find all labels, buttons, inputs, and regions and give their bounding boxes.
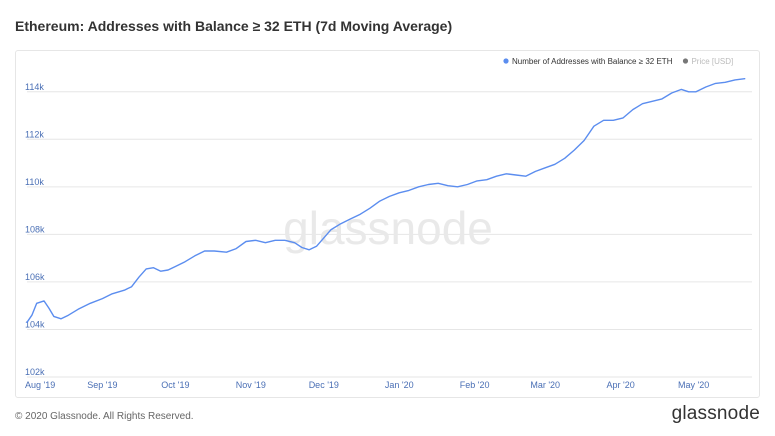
y-tick-label: 108k — [25, 224, 45, 234]
series-layer — [26, 78, 746, 323]
y-tick-label: 112k — [25, 129, 44, 139]
y-axis: 102k 104k 106k 108k 110k 112k 114k — [25, 82, 45, 377]
legend: Number of Addresses with Balance ≥ 32 ET… — [503, 57, 733, 66]
x-tick-label: Sep '19 — [87, 380, 117, 390]
x-tick-label: May '20 — [678, 380, 709, 390]
chart-panel — [15, 50, 760, 398]
legend-marker-1[interactable] — [682, 58, 689, 64]
y-tick-label: 110k — [25, 177, 44, 187]
x-tick-label: Jan '20 — [385, 380, 414, 390]
grid-lines — [27, 91, 752, 378]
glassnode-logo: glassnode — [671, 403, 760, 424]
x-tick-label: Dec '19 — [309, 380, 339, 390]
x-tick-label: Oct '19 — [161, 380, 189, 390]
x-tick-label: Apr '20 — [606, 380, 634, 390]
chart-title: Ethereum: Addresses with Balance ≥ 32 ET… — [15, 18, 453, 34]
x-tick-label: Nov '19 — [236, 380, 266, 390]
copyright-text: © 2020 Glassnode. All Rights Reserved. — [15, 411, 194, 422]
y-tick-label: 106k — [25, 272, 45, 282]
x-tick-label: Feb '20 — [460, 380, 490, 390]
x-tick-label: Aug '19 — [25, 380, 55, 390]
legend-label-0[interactable]: Number of Addresses with Balance ≥ 32 ET… — [512, 57, 673, 66]
y-tick-label: 102k — [25, 367, 45, 377]
legend-label-1[interactable]: Price [USD] — [691, 57, 733, 66]
x-axis: Aug '19 Sep '19 Oct '19 Nov '19 Dec '19 Jan '… — [25, 380, 709, 390]
y-tick-label: 104k — [25, 319, 45, 329]
x-tick-label: Mar '20 — [530, 380, 560, 390]
legend-marker-0[interactable] — [503, 58, 509, 64]
watermark: glassnode — [283, 202, 493, 254]
y-tick-label: 114k — [25, 82, 44, 92]
series-line-0 — [26, 78, 746, 323]
